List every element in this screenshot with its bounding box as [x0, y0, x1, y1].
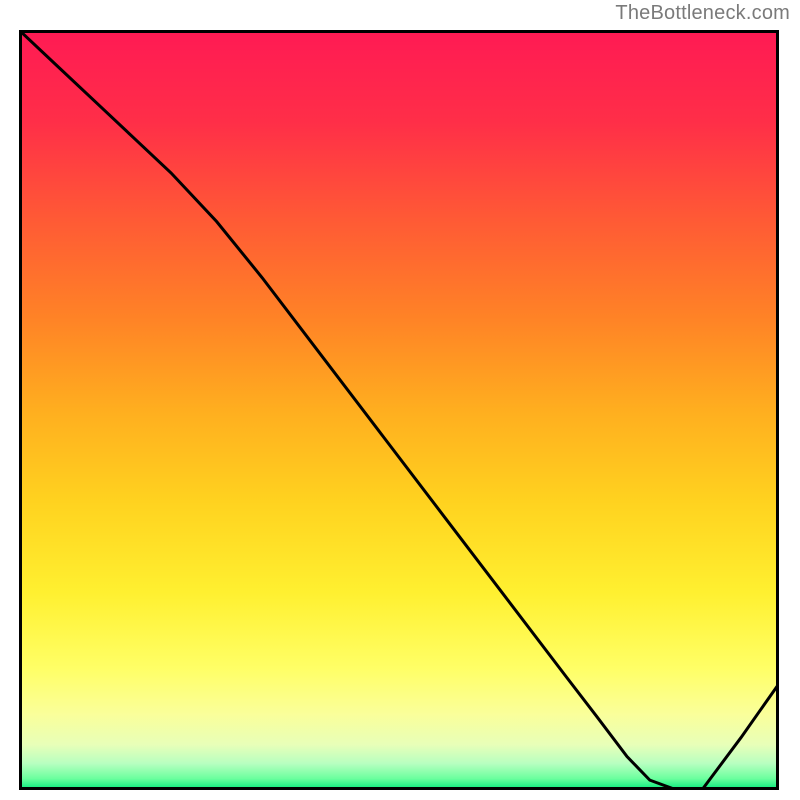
gradient-background [19, 30, 779, 790]
chart-svg [19, 30, 779, 790]
watermark-text: TheBottleneck.com [615, 2, 790, 25]
bottleneck-chart [19, 30, 779, 790]
